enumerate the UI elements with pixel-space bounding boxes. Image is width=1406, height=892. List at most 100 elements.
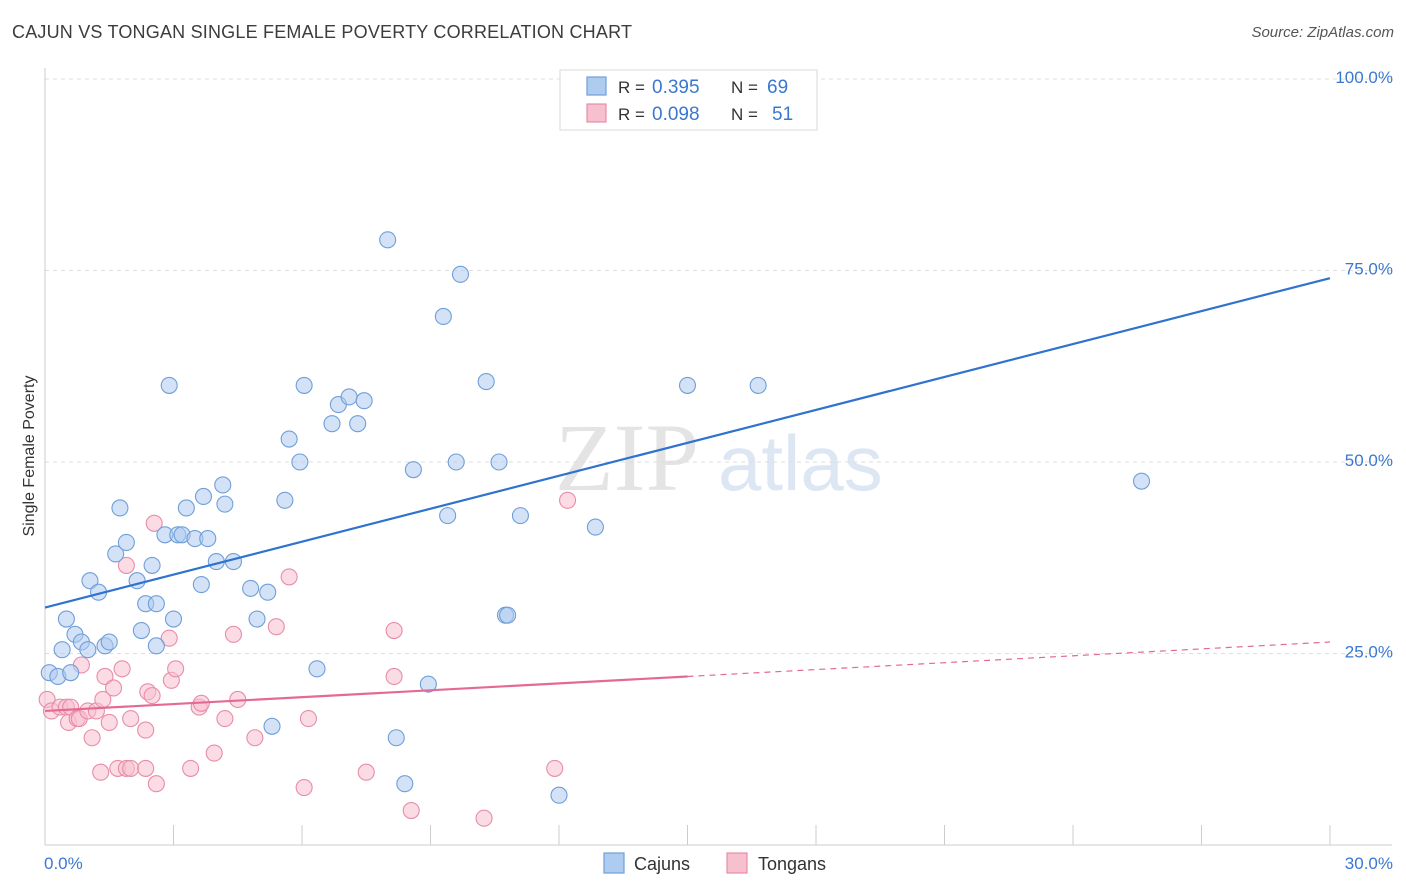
cajuns-point (678, 376, 697, 394)
tongans-point (299, 710, 317, 728)
cajuns-point (404, 461, 422, 479)
tongans-points (38, 491, 577, 827)
cajuns-point (550, 786, 568, 804)
tongans-point (559, 491, 577, 509)
cajuns-point (194, 487, 213, 506)
cajuns-point (349, 415, 367, 433)
cajuns-point (107, 545, 125, 563)
tongans-point (104, 679, 123, 697)
watermark-atlas: atlas (718, 419, 883, 507)
cajuns-point (263, 717, 281, 735)
cajuns-point (340, 388, 358, 406)
tongans-point (96, 667, 114, 686)
tongans-point (205, 744, 223, 762)
tongans-point (224, 625, 243, 643)
tongans-swatch (586, 103, 607, 123)
cajuns-point (192, 576, 210, 594)
cajuns-point (323, 415, 341, 433)
tongans-point (143, 687, 161, 705)
tongans-point (402, 801, 420, 820)
cajuns-point (164, 610, 183, 628)
tongans-point (137, 721, 155, 739)
legend-cajuns-label: Cajuns (634, 854, 690, 874)
cajuns-point (280, 430, 298, 448)
tongans-point (357, 763, 375, 781)
tongans-point (160, 629, 178, 647)
tongans-trend-line (44, 675, 688, 713)
y-tick-label: 25.0% (1345, 643, 1393, 662)
cajuns-point (387, 729, 405, 747)
cajuns-point (216, 495, 234, 513)
cajuns-point (147, 637, 165, 655)
cajuns-swatch (586, 76, 607, 96)
cajuns-point (586, 518, 604, 536)
chart-source: Source: ZipAtlas.com (1251, 24, 1394, 41)
cajuns-point (490, 453, 508, 471)
legend-tongans-swatch (726, 852, 748, 874)
tongans-point (385, 621, 403, 640)
tongans-trend-line-dashed (687, 641, 1331, 678)
cajuns-point (749, 376, 767, 394)
cajuns-point (291, 453, 309, 471)
cajuns-r-label: R = (618, 78, 645, 97)
series-legend: Cajuns Tongans (603, 852, 826, 874)
tongans-point (167, 660, 185, 678)
legend-cajuns-swatch (603, 852, 625, 874)
cajuns-point (295, 376, 313, 394)
cajuns-r-value: 0.395 (652, 77, 700, 98)
cajuns-point (242, 579, 260, 597)
tongans-point (280, 568, 298, 586)
tongans-point (100, 713, 118, 731)
cajuns-n-value: 69 (767, 77, 788, 98)
trend-lines (44, 277, 1331, 713)
cajuns-point (308, 660, 326, 678)
y-tick-label: 100.0% (1335, 68, 1393, 87)
tongans-point (83, 729, 101, 747)
cajuns-point (1132, 472, 1151, 490)
tongans-point (295, 778, 313, 797)
tick-labels: 100.0% 75.0% 50.0% 25.0% 0.0% 30.0% (44, 68, 1393, 873)
tongans-point (475, 809, 493, 827)
cajuns-point (511, 507, 530, 525)
tongans-point (147, 775, 165, 793)
cajuns-point (81, 572, 99, 590)
tongans-point (267, 618, 285, 636)
cajuns-point (160, 376, 178, 394)
cajuns-point (62, 664, 80, 682)
cajuns-point (451, 265, 470, 283)
tongans-n-value: 51 (772, 104, 793, 125)
cajuns-point (248, 610, 266, 628)
cajuns-point (439, 507, 457, 525)
cajuns-point (419, 675, 437, 693)
cajuns-point (214, 476, 232, 494)
tongans-point (122, 710, 140, 728)
cajuns-point (355, 392, 373, 410)
tongans-r-value: 0.098 (652, 104, 700, 125)
tongans-point (145, 514, 163, 532)
cajuns-point (434, 307, 452, 326)
tongans-point (385, 667, 403, 686)
cajuns-point (53, 641, 71, 659)
tongans-point (216, 710, 234, 728)
tongans-point (546, 759, 564, 777)
y-tick-label: 50.0% (1345, 451, 1393, 470)
cajuns-point (57, 610, 75, 628)
x-tick-label-max: 30.0% (1345, 854, 1393, 873)
cajuns-point (117, 533, 135, 551)
cajuns-point (447, 453, 465, 471)
stats-legend: R = 0.395 N = 69 R = 0.098 N = 51 (559, 69, 818, 131)
y-tick-label: 75.0% (1345, 260, 1393, 279)
cajuns-point (143, 556, 161, 574)
y-axis-label: Single Female Poverty (21, 376, 38, 537)
tongans-point (122, 759, 140, 777)
tongans-point (113, 660, 131, 678)
x-tick-label-min: 0.0% (44, 854, 83, 873)
tongans-point (246, 729, 264, 747)
tongans-point (137, 759, 155, 777)
tongans-point (92, 763, 110, 781)
legend-tongans-label: Tongans (758, 854, 826, 874)
tongans-r-label: R = (618, 105, 645, 124)
cajuns-point (132, 621, 150, 640)
tongans-n-label: N = (731, 105, 758, 124)
